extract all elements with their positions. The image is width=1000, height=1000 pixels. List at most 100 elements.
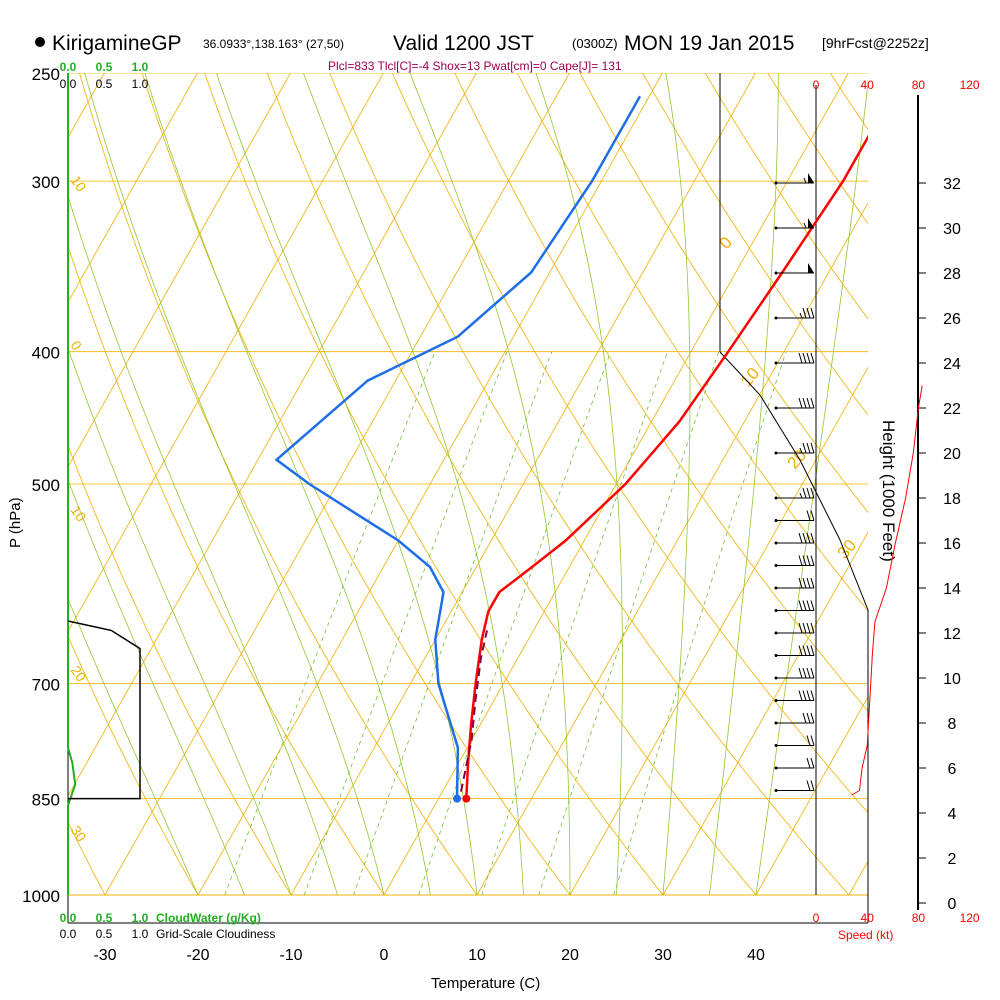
wind-barb	[774, 218, 814, 230]
wind-barb-flag	[810, 667, 815, 679]
wind-barb-flag	[806, 397, 811, 409]
moist-adiabat-line	[68, 347, 292, 895]
dry-adiabat-line	[454, 73, 868, 712]
mixing-ratio-line	[418, 351, 611, 895]
wind-barb	[774, 352, 815, 365]
moist-adiabat-line	[68, 597, 199, 895]
wind-barb-flag	[806, 712, 811, 724]
isotherm-label: 0	[716, 233, 737, 252]
dry-adiabat-line	[266, 73, 757, 895]
wind-barb-flag	[810, 645, 815, 656]
wind-barb-flag	[798, 577, 803, 589]
dry-adiabat-line	[642, 73, 868, 416]
wind-barb	[774, 173, 814, 185]
cloudiness-tick-label: 1.0	[132, 77, 149, 91]
wind-barb-flag	[806, 352, 811, 364]
wind-barb-dot	[774, 226, 778, 230]
height-tick-label: 14	[943, 581, 961, 598]
cloudiness-scale-top: 0.0 0.5 1.0	[60, 77, 149, 91]
mixing-ratio-label: 3	[352, 905, 368, 920]
wind-barb-dot	[774, 564, 778, 567]
wind-barb	[774, 600, 815, 612]
isotherm-line	[0, 73, 11, 895]
dry-adiabat-line	[68, 821, 106, 895]
station-marker	[35, 37, 45, 47]
dry-adiabat-line	[0, 49, 26, 924]
wind-barb-flag	[802, 667, 807, 679]
height-tick-label: 18	[943, 491, 961, 508]
wind-barb-dot	[774, 586, 778, 590]
moist-adiabat-line	[755, 79, 868, 895]
moist-adiabat-line	[84, 73, 385, 895]
wind-barb-flag	[806, 780, 811, 791]
moist-adiabat-line	[144, 73, 431, 895]
parcel-line	[460, 630, 488, 792]
wind-barb-flag	[798, 645, 803, 656]
mixing-ratio-label: 12	[536, 899, 557, 919]
height-axis-label: Height (1000 Feet)	[879, 420, 898, 562]
cloudiness-axis-label: Grid-Scale Cloudiness	[156, 927, 275, 941]
wind-barb	[774, 577, 815, 590]
pressure-axis-label: P (hPa)	[7, 497, 24, 548]
wind-barb-flag	[810, 397, 815, 409]
wind-barb	[774, 757, 815, 770]
wind-barb-flag	[802, 397, 807, 409]
temperature-line	[465, 134, 868, 799]
temperature-tick-label: -30	[93, 947, 116, 964]
wind-barb-dot	[774, 609, 778, 612]
valid-time: Valid 1200 JST	[393, 32, 534, 55]
wind-barb-dot	[774, 496, 778, 500]
wind-barb-flag	[806, 510, 811, 521]
wind-barb-flag	[806, 600, 811, 611]
isotherm-line	[104, 73, 570, 895]
wind-barb-dot	[774, 631, 778, 635]
moist-adiabat-line	[409, 73, 571, 895]
speed-axis-label: Speed (kt)	[838, 928, 893, 942]
pressure-tick-label: 250	[32, 65, 60, 84]
speed-tick-label: 0	[813, 78, 820, 92]
mixing-ratio-label: 2	[302, 905, 318, 920]
temperature-axis-label: Temperature (C)	[431, 975, 540, 992]
wind-barb	[774, 307, 815, 320]
wind-barb-flag	[802, 645, 807, 656]
wind-barb	[774, 622, 815, 635]
wind-barb-dot	[774, 361, 778, 365]
height-tick-label: 28	[943, 266, 961, 283]
valid-date: MON 19 Jan 2015	[624, 32, 794, 55]
speed-tick-label: 40	[861, 78, 875, 92]
cloudiness-tick-label: 1.0	[132, 927, 149, 941]
wind-barb-flag	[806, 645, 811, 656]
height-tick-label: 16	[943, 536, 961, 553]
wind-barb-flag	[810, 622, 815, 634]
wind-barb	[774, 263, 814, 275]
wind-barb-flag	[802, 307, 807, 319]
wind-barb-dot	[774, 654, 778, 657]
wind-barb-flag	[806, 555, 811, 566]
dry-adiabat-line	[68, 444, 292, 895]
pressure-tick-label: 500	[32, 476, 60, 495]
height-tick-label: 22	[943, 401, 961, 418]
wind-barb-flag	[798, 352, 803, 364]
wind-barbs	[774, 173, 815, 792]
pressure-tick-label: 400	[32, 344, 60, 363]
wind-barb-dot	[774, 541, 778, 545]
wind-barb-flag	[806, 690, 811, 701]
wind-barb-half	[799, 492, 803, 499]
wind-barb-pennant	[808, 263, 814, 273]
wind-barb-flag	[802, 600, 807, 611]
wind-barb-dot	[774, 519, 778, 522]
wind-barb	[774, 487, 815, 500]
speed-axis: 0 40 80 1200 40 80 120	[813, 78, 980, 925]
wind-barb-flag	[806, 735, 811, 746]
cloudwater-tick-label: 0.0	[60, 60, 77, 74]
dry-adiabat-line	[579, 73, 868, 514]
temperature-tick-label: -20	[186, 947, 209, 964]
wind-barb-dot	[774, 181, 778, 185]
isotherm-line	[68, 73, 384, 633]
wind-barb-flag	[802, 442, 807, 454]
mixing-ratio-line	[481, 351, 668, 895]
wind-barb-flag	[802, 690, 807, 701]
height-tick-label: 32	[943, 176, 961, 193]
